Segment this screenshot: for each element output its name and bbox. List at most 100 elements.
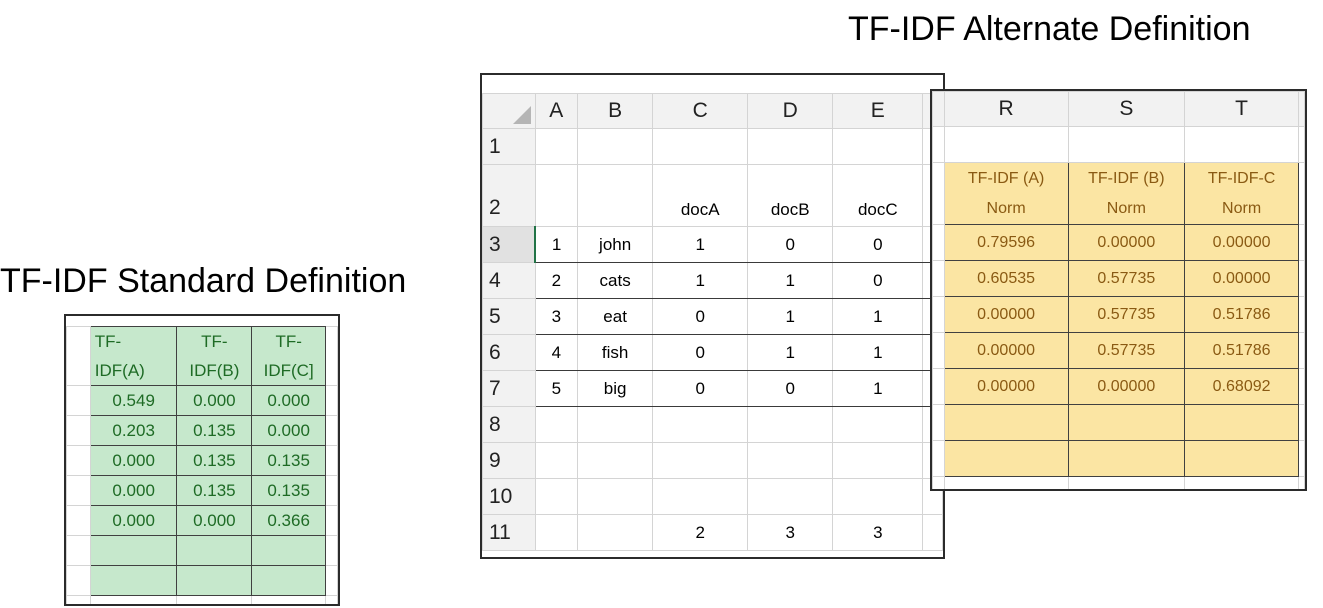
cell[interactable] xyxy=(652,406,749,443)
cell[interactable] xyxy=(325,475,338,506)
row-header-6[interactable]: 6 xyxy=(482,334,536,371)
count-doc-a[interactable]: 0 xyxy=(652,370,749,407)
cell[interactable] xyxy=(747,128,834,165)
cell[interactable] xyxy=(66,385,91,416)
row-header-4[interactable]: 4 xyxy=(482,262,536,299)
cell[interactable] xyxy=(66,415,91,446)
total-doc-a[interactable]: 2 xyxy=(652,514,749,551)
cell[interactable] xyxy=(932,368,945,405)
row-header-11[interactable]: 11 xyxy=(482,514,536,551)
cell[interactable] xyxy=(325,326,338,386)
cell[interactable] xyxy=(577,406,654,443)
cell[interactable] xyxy=(66,326,91,386)
norm-value-b[interactable]: 0.57735 xyxy=(1067,260,1186,297)
cell[interactable] xyxy=(577,442,654,479)
cell[interactable] xyxy=(577,164,654,227)
tfidf-value-c[interactable]: 0.000 xyxy=(251,385,327,416)
term-number[interactable]: 5 xyxy=(534,370,579,407)
column-header-d[interactable]: D xyxy=(747,93,834,129)
cell[interactable] xyxy=(943,126,1069,163)
cell[interactable] xyxy=(325,535,338,566)
norm-header-b[interactable]: TF-IDF (B) Norm xyxy=(1067,162,1186,225)
cell[interactable] xyxy=(932,476,945,489)
cell[interactable] xyxy=(1298,404,1305,441)
cell[interactable] xyxy=(747,406,834,443)
column-header-s[interactable]: S xyxy=(1067,91,1186,127)
term-number[interactable]: 3 xyxy=(534,298,579,335)
norm-value-c[interactable]: 0.68092 xyxy=(1184,368,1300,405)
tfidf-value-a[interactable]: 0.000 xyxy=(89,505,178,536)
count-doc-a[interactable]: 1 xyxy=(652,226,749,263)
tfidf-value-b[interactable]: 0.135 xyxy=(176,445,253,476)
column-header-a[interactable]: A xyxy=(534,93,579,129)
row-header-5[interactable]: 5 xyxy=(482,298,536,335)
cell[interactable] xyxy=(932,404,945,441)
cell[interactable] xyxy=(66,535,91,566)
norm-value-b[interactable]: 0.57735 xyxy=(1067,296,1186,333)
term[interactable]: cats xyxy=(577,262,654,299)
cell[interactable] xyxy=(932,260,945,297)
cell[interactable] xyxy=(577,478,654,515)
cell[interactable] xyxy=(251,535,327,566)
cell[interactable] xyxy=(1298,296,1305,333)
cell[interactable] xyxy=(932,440,945,477)
cell[interactable] xyxy=(251,565,327,596)
cell[interactable] xyxy=(325,445,338,476)
cell[interactable] xyxy=(1184,440,1300,477)
cell[interactable] xyxy=(1298,126,1305,163)
norm-value-b[interactable]: 0.57735 xyxy=(1067,332,1186,369)
cell[interactable] xyxy=(932,224,945,261)
row-header-1[interactable]: 1 xyxy=(482,128,536,165)
tfidf-value-a[interactable]: 0.000 xyxy=(89,475,178,506)
norm-value-c[interactable]: 0.51786 xyxy=(1184,296,1300,333)
cell[interactable] xyxy=(89,535,178,566)
count-doc-a[interactable]: 0 xyxy=(652,334,749,371)
cell[interactable] xyxy=(534,164,579,227)
term-number[interactable]: 2 xyxy=(534,262,579,299)
norm-value-a[interactable]: 0.00000 xyxy=(943,332,1069,369)
row-header-10[interactable]: 10 xyxy=(482,478,536,515)
tfidf-value-a[interactable]: 0.549 xyxy=(89,385,178,416)
tfidf-value-a[interactable]: 0.000 xyxy=(89,445,178,476)
column-header-t[interactable]: T xyxy=(1184,91,1300,127)
cell[interactable] xyxy=(832,406,924,443)
tfidf-value-a[interactable]: 0.203 xyxy=(89,415,178,446)
column-header-c[interactable]: C xyxy=(652,93,749,129)
term[interactable]: big xyxy=(577,370,654,407)
tfidf-value-c[interactable]: 0.000 xyxy=(251,415,327,446)
norm-value-a[interactable]: 0.60535 xyxy=(943,260,1069,297)
cell[interactable] xyxy=(1298,332,1305,369)
norm-header-a[interactable]: TF-IDF (A) Norm xyxy=(943,162,1069,225)
cell[interactable] xyxy=(652,478,749,515)
cell[interactable] xyxy=(66,595,91,604)
doc-header-a[interactable]: docA xyxy=(652,164,749,227)
cell[interactable] xyxy=(1067,440,1186,477)
cell[interactable] xyxy=(747,442,834,479)
tfidf-value-b[interactable]: 0.000 xyxy=(176,505,253,536)
cell[interactable] xyxy=(534,514,579,551)
tfidf-value-c[interactable]: 0.135 xyxy=(251,475,327,506)
cell[interactable] xyxy=(1298,260,1305,297)
cell[interactable] xyxy=(932,126,945,163)
column-header-u[interactable] xyxy=(1298,91,1305,127)
cell[interactable] xyxy=(943,440,1069,477)
cell[interactable] xyxy=(922,514,943,551)
cell[interactable] xyxy=(1184,476,1300,489)
cell[interactable] xyxy=(652,442,749,479)
term[interactable]: eat xyxy=(577,298,654,335)
count-doc-b[interactable]: 0 xyxy=(747,226,834,263)
cell[interactable] xyxy=(66,445,91,476)
count-doc-b[interactable]: 1 xyxy=(747,334,834,371)
cell[interactable] xyxy=(66,475,91,506)
cell[interactable] xyxy=(1298,224,1305,261)
norm-value-b[interactable]: 0.00000 xyxy=(1067,368,1186,405)
cell[interactable] xyxy=(932,162,945,225)
cell[interactable] xyxy=(534,478,579,515)
tfidf-value-c[interactable]: 0.135 xyxy=(251,445,327,476)
tfidf-header-b[interactable]: TF- IDF(B) xyxy=(176,326,253,386)
cell[interactable] xyxy=(1298,162,1305,225)
cell[interactable] xyxy=(832,442,924,479)
column-header-q[interactable] xyxy=(932,91,945,127)
norm-value-c[interactable]: 0.00000 xyxy=(1184,260,1300,297)
cell[interactable] xyxy=(943,404,1069,441)
